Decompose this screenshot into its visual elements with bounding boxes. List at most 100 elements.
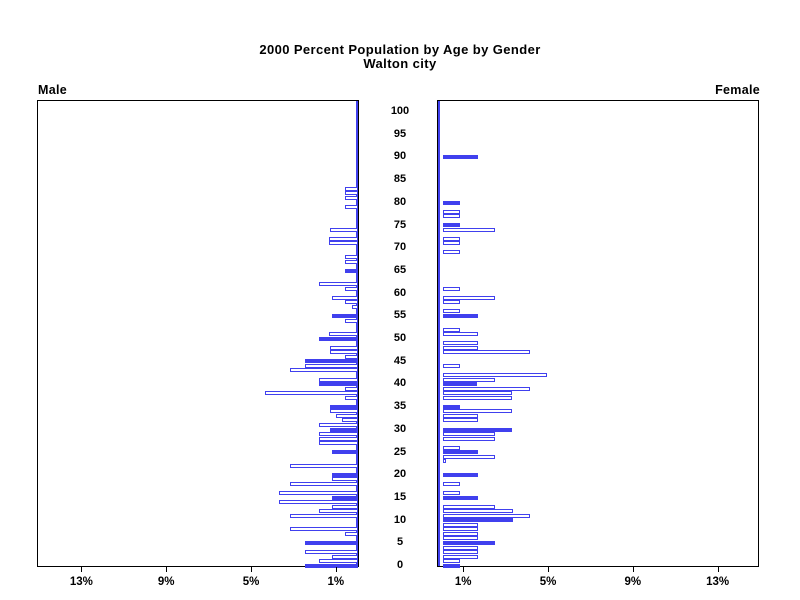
female-bar-age-13 <box>443 504 496 509</box>
female-series-label: Female <box>715 83 760 97</box>
age-tick-label-55: 55 <box>393 309 407 322</box>
male-bar-age-18 <box>290 481 358 486</box>
female-pct-label-5: 5% <box>539 576 557 588</box>
male-bar-age-16 <box>278 491 358 496</box>
age-tick-label-30: 30 <box>393 422 407 435</box>
female-bar-age-4 <box>443 545 478 550</box>
female-bar-age-12 <box>443 509 513 514</box>
female-bar-age-90 <box>443 155 478 160</box>
male-bar-age-14 <box>278 500 358 505</box>
chart-subtitle: Walton city <box>363 56 437 71</box>
male-bar-age-54 <box>345 318 358 323</box>
female-bar-age-11 <box>443 513 530 518</box>
male-bar-age-79 <box>345 205 358 210</box>
age-tick-label-35: 35 <box>393 400 407 413</box>
male-bar-age-71 <box>329 241 358 246</box>
female-pct-tick-5 <box>548 567 549 572</box>
female-bar-age-6 <box>443 536 478 541</box>
male-bar-age-33 <box>335 413 358 418</box>
age-tick-label-45: 45 <box>393 354 407 367</box>
female-bar-age-26 <box>443 445 460 450</box>
female-bar-age-35 <box>443 404 460 409</box>
female-bar-age-69 <box>443 250 460 255</box>
male-bar-age-2 <box>331 554 358 559</box>
male-bar-age-55 <box>331 314 358 318</box>
male-bar-age-48 <box>330 345 358 350</box>
male-pct-label-9: 9% <box>157 576 175 588</box>
male-pct-label-1: 1% <box>327 576 345 588</box>
male-bar-age-12 <box>318 509 358 514</box>
male-pct-tick-9 <box>166 567 168 572</box>
male-bar-age-62 <box>318 282 358 287</box>
female-bar-age-8 <box>443 527 478 532</box>
male-bar-age-0 <box>305 563 358 568</box>
male-bar-age-39 <box>345 386 358 391</box>
male-bar-age-11 <box>290 513 358 518</box>
female-plot-frame <box>437 100 759 568</box>
female-bar-age-34 <box>443 409 512 414</box>
male-bar-age-50 <box>318 336 358 341</box>
age-tick-label-90: 90 <box>393 150 407 163</box>
female-pct-tick-1 <box>463 567 465 572</box>
male-bar-age-72 <box>329 236 358 241</box>
male-bar-age-34 <box>330 409 358 414</box>
female-bar-age-58 <box>443 300 460 305</box>
female-bar-age-61 <box>443 286 460 291</box>
female-pct-label-1: 1% <box>454 576 472 588</box>
female-bar-age-52 <box>443 327 460 332</box>
male-bar-age-20 <box>331 472 358 477</box>
female-bar-age-77 <box>443 214 460 219</box>
female-bar-age-75 <box>443 223 460 228</box>
male-bar-age-15 <box>331 495 358 500</box>
male-series-label: Male <box>38 83 67 97</box>
age-tick-label-25: 25 <box>393 445 407 458</box>
female-bar-age-33 <box>443 413 478 418</box>
female-bar-age-20 <box>443 472 478 477</box>
male-bar-age-37 <box>345 395 358 400</box>
male-bar-age-67 <box>345 259 358 264</box>
male-pct-tick-5 <box>251 567 252 572</box>
female-bar-age-28 <box>443 436 495 441</box>
male-pct-label-5: 5% <box>242 576 260 588</box>
male-bar-age-31 <box>318 422 358 427</box>
age-tick-label-100: 100 <box>390 105 410 117</box>
female-bar-age-10 <box>443 518 513 523</box>
male-bar-age-83 <box>345 186 358 191</box>
female-bar-age-44 <box>443 363 460 368</box>
female-bar-age-59 <box>443 295 495 300</box>
male-bar-age-40 <box>318 382 358 387</box>
age-tick-label-15: 15 <box>393 490 407 503</box>
female-bar-age-38 <box>443 391 512 396</box>
male-bar-age-58 <box>345 300 358 305</box>
age-tick-label-60: 60 <box>393 286 407 299</box>
male-bar-age-3 <box>305 550 358 555</box>
female-bar-age-9 <box>443 522 478 527</box>
female-bar-age-37 <box>443 395 512 400</box>
female-bar-age-18 <box>443 481 460 486</box>
female-bar-age-15 <box>443 495 478 500</box>
male-bar-age-7 <box>345 531 358 536</box>
female-bar-age-51 <box>443 332 478 337</box>
age-tick-label-80: 80 <box>393 195 407 208</box>
female-bar-age-56 <box>443 309 460 314</box>
male-bar-age-25 <box>331 450 358 455</box>
female-bar-age-48 <box>443 345 478 350</box>
male-bar-age-51 <box>329 332 358 337</box>
female-bar-age-55 <box>443 314 478 318</box>
female-bar-age-16 <box>443 491 460 496</box>
male-bar-age-44 <box>305 363 358 368</box>
female-bar-age-78 <box>443 209 460 214</box>
female-bar-age-72 <box>443 236 460 241</box>
male-plot-frame <box>37 100 359 568</box>
male-bar-age-8 <box>290 527 358 532</box>
male-bar-age-30 <box>330 427 358 432</box>
female-bar-age-7 <box>443 531 478 536</box>
female-bar-age-47 <box>443 350 530 355</box>
age-tick-label-0: 0 <box>396 559 404 571</box>
male-pct-label-13: 13% <box>69 576 93 588</box>
age-tick-label-85: 85 <box>393 173 407 186</box>
male-bar-age-59 <box>331 295 358 300</box>
age-tick-label-20: 20 <box>393 468 407 481</box>
female-pct-label-13: 13% <box>706 576 730 588</box>
